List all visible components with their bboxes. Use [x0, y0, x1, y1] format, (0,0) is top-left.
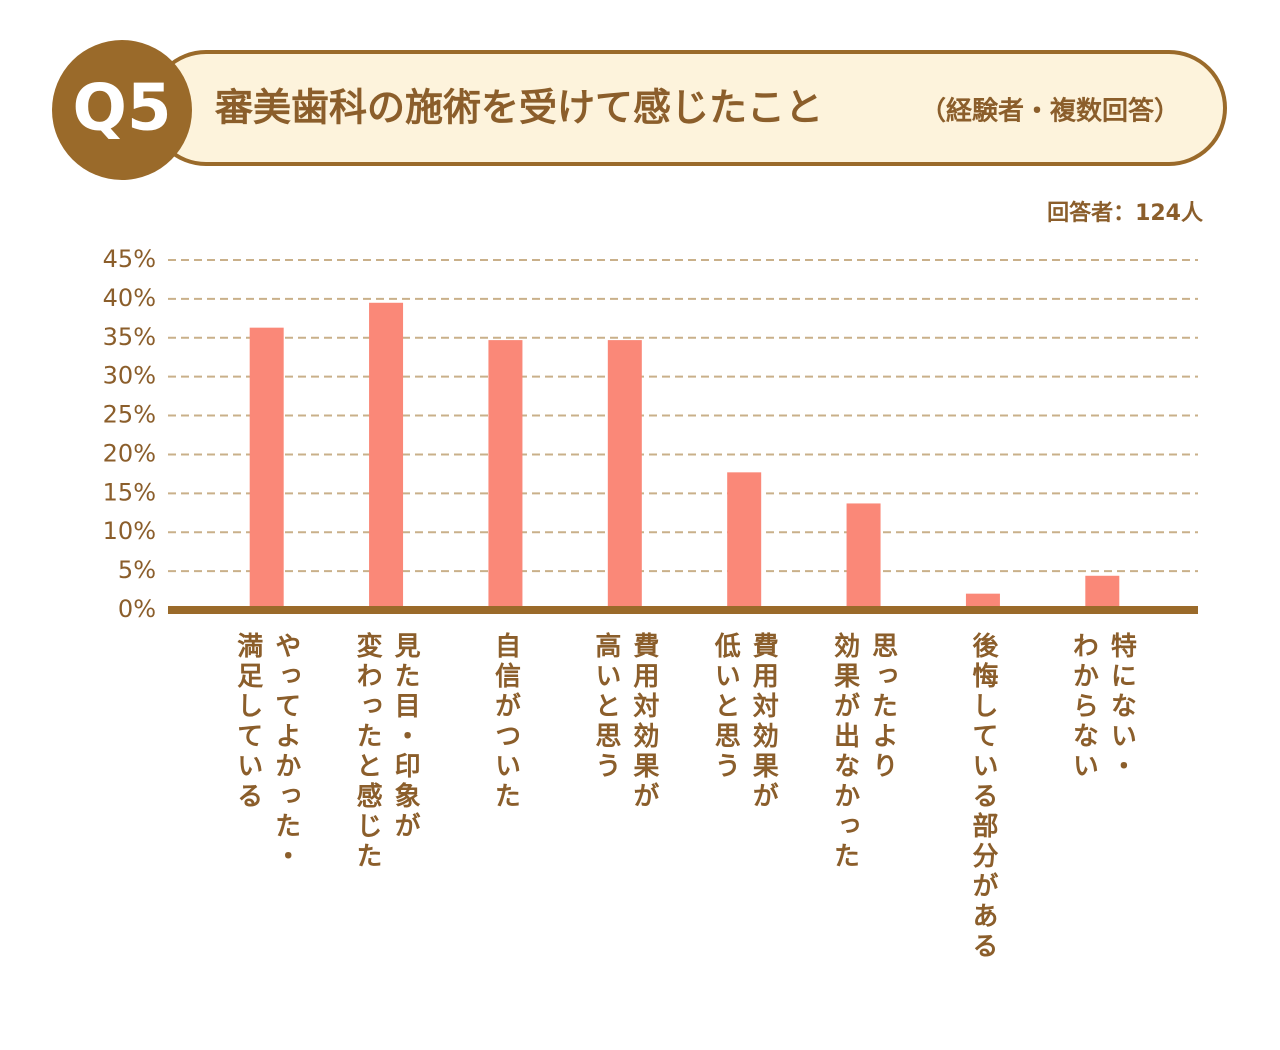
chart-subtitle: （経験者・複数回答） — [920, 96, 1180, 127]
y-tick-label: 15% — [103, 478, 156, 506]
y-tick-label: 20% — [103, 439, 156, 467]
bar — [488, 340, 523, 610]
note: 回答者：124人 — [1047, 200, 1203, 226]
x-tick-label: 自信がついた — [490, 632, 521, 812]
bar — [607, 340, 642, 610]
x-tick-label: やってよかった・ 満足している — [232, 632, 301, 872]
bar — [727, 472, 762, 610]
badge: Q5 — [73, 72, 172, 146]
x-tick-label: 特にない・ わからない — [1068, 632, 1137, 782]
y-tick-label: 0% — [118, 595, 156, 623]
x-tick-label: 費用対効果が 低いと思う — [710, 632, 779, 812]
y-tick-label: 30% — [103, 362, 156, 390]
y-tick-label: 25% — [103, 401, 156, 429]
y-tick-label: 40% — [103, 284, 156, 312]
y-tick-label: 10% — [103, 517, 156, 545]
bar — [965, 593, 1000, 610]
bar — [369, 302, 404, 610]
bar — [249, 327, 284, 610]
x-tick-label: 見た目・印象が 変わったと感じた — [352, 632, 421, 872]
x-tick-label: 後悔している部分がある — [967, 632, 998, 962]
chart-title: 審美歯科の施術を受けて感じたこと — [214, 86, 823, 130]
y-tick-label: 35% — [103, 323, 156, 351]
x-tick-label: 思ったより 効果が出なかった — [829, 632, 898, 872]
bar — [846, 503, 881, 610]
x-tick-label: 費用対効果が 高いと思う — [590, 632, 659, 812]
bar — [1085, 575, 1120, 610]
badge-circle — [52, 40, 192, 180]
y-tick-label: 45% — [103, 245, 156, 273]
y-tick-label: 5% — [118, 556, 156, 584]
